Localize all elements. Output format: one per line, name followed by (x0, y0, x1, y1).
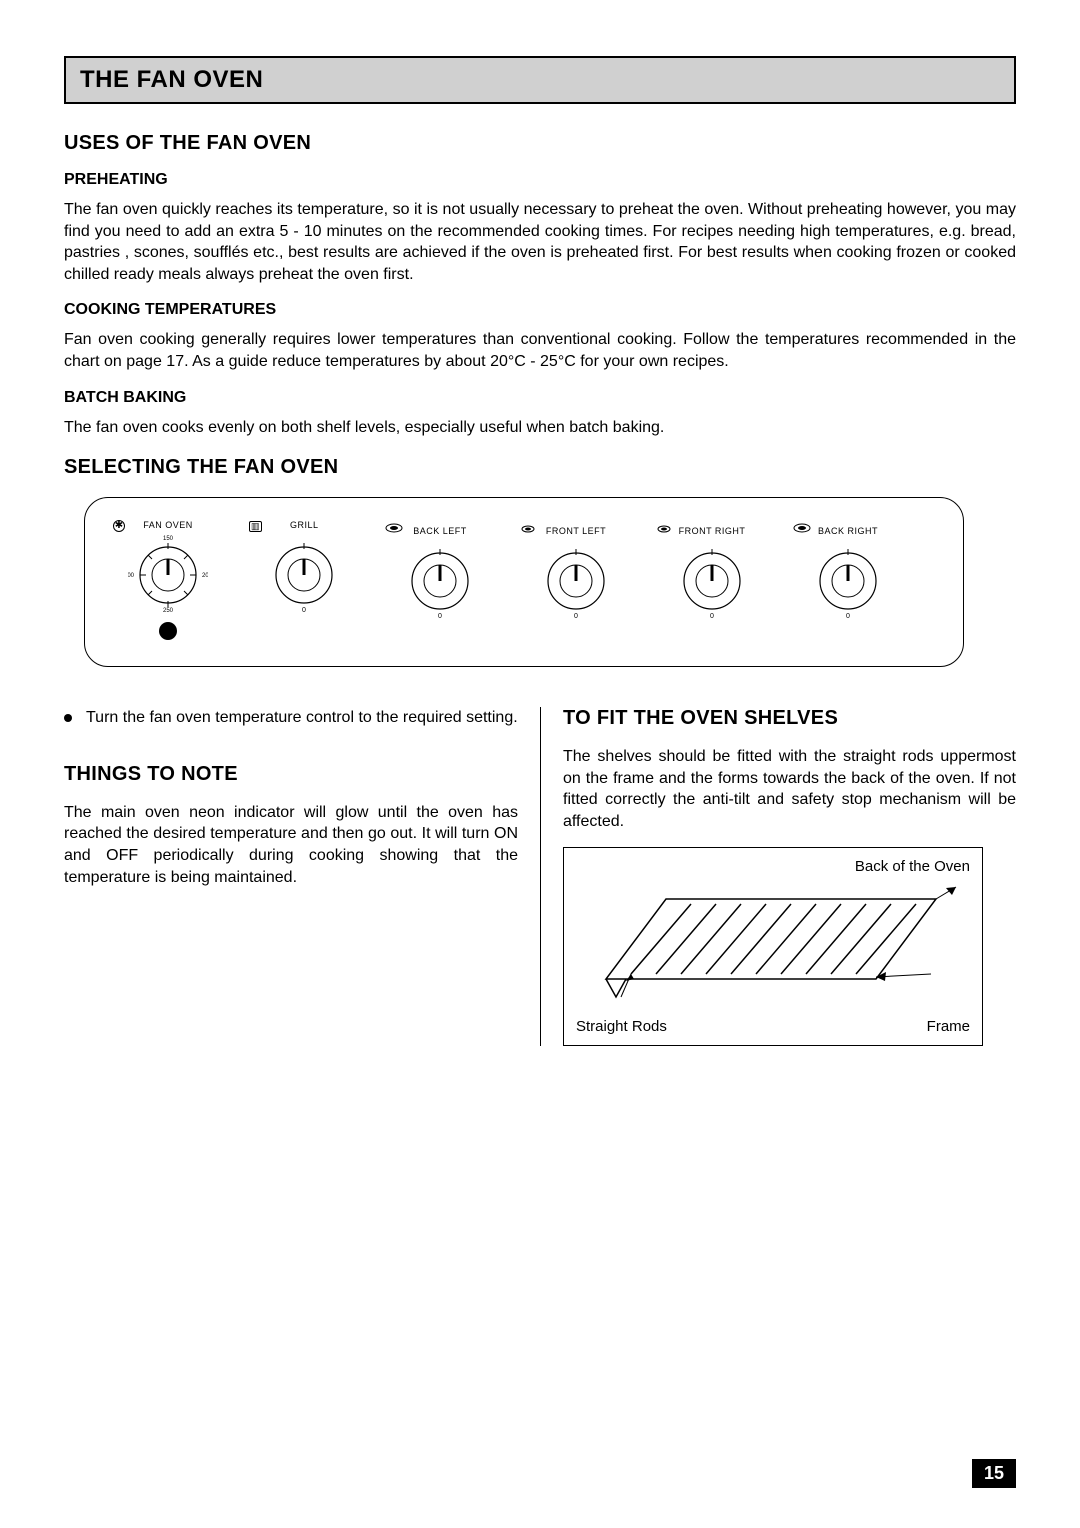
burner-large-icon (793, 520, 811, 538)
fit-text: The shelves should be fitted with the st… (563, 746, 1016, 832)
hob-dial-icon: 0 (808, 538, 888, 618)
bullet-dot-icon (64, 714, 72, 722)
straight-rods-label: Straight Rods (576, 1018, 667, 1035)
right-column: TO FIT THE OVEN SHELVES The shelves shou… (540, 707, 1016, 1045)
svg-text:0: 0 (710, 613, 714, 618)
svg-text:0: 0 (438, 613, 442, 618)
left-column: Turn the fan oven temperature control to… (64, 707, 540, 1045)
batch-heading: BATCH BAKING (64, 389, 1016, 407)
burner-small-icon (657, 520, 671, 538)
shelf-back-label: Back of the Oven (576, 858, 970, 875)
svg-text:0: 0 (302, 607, 306, 612)
grill-icon: ▥ (249, 521, 262, 532)
fan-oven-dial-icon: 150 200 250 100 (128, 532, 208, 612)
knob-back-right: BACK RIGHT 0 (793, 520, 903, 618)
control-panel-outline: ✱ FAN OVEN 150 (84, 497, 964, 667)
knob-grill: ▥ GRILL 0 (249, 520, 359, 612)
knob-label: FAN OVEN (143, 520, 193, 530)
svg-text:200: 200 (202, 573, 208, 579)
preheating-text: The fan oven quickly reaches its tempera… (64, 199, 1016, 285)
cooking-temps-heading: COOKING TEMPERATURES (64, 301, 1016, 319)
uses-heading: USES OF THE FAN OVEN (64, 132, 1016, 155)
things-text: The main oven neon indicator will glow u… (64, 802, 518, 888)
burner-large-icon (385, 520, 403, 538)
svg-text:0: 0 (574, 613, 578, 618)
svg-text:0: 0 (846, 613, 850, 618)
knob-back-left: BACK LEFT 0 (385, 520, 495, 618)
hob-dial-icon: 0 (536, 538, 616, 618)
knob-fan-oven: ✱ FAN OVEN 150 (113, 520, 223, 640)
knob-row: ✱ FAN OVEN 150 (113, 520, 935, 640)
knob-front-left: FRONT LEFT 0 (521, 520, 631, 618)
knob-label: BACK RIGHT (818, 526, 878, 536)
page-title: THE FAN OVEN (80, 66, 1000, 94)
knob-label: FRONT RIGHT (679, 526, 746, 536)
fit-heading: TO FIT THE OVEN SHELVES (563, 707, 1016, 730)
knob-label: GRILL (290, 520, 319, 530)
two-column-section: Turn the fan oven temperature control to… (64, 707, 1016, 1045)
bullet-item: Turn the fan oven temperature control to… (64, 707, 518, 729)
batch-text: The fan oven cooks evenly on both shelf … (64, 417, 1016, 439)
shelf-diagram: Back of the Oven (563, 847, 983, 1046)
things-heading: THINGS TO NOTE (64, 763, 518, 786)
svg-text:250: 250 (163, 608, 174, 612)
svg-text:150: 150 (163, 536, 174, 542)
frame-label: Frame (927, 1018, 970, 1035)
page-number: 15 (972, 1459, 1016, 1488)
knob-label: BACK LEFT (413, 526, 467, 536)
indicator-light-icon (159, 622, 177, 640)
knob-label: FRONT LEFT (546, 526, 606, 536)
fan-oven-icon: ✱ (113, 520, 125, 532)
selecting-heading: SELECTING THE FAN OVEN (64, 456, 1016, 479)
preheating-heading: PREHEATING (64, 171, 1016, 189)
bullet-text: Turn the fan oven temperature control to… (86, 707, 518, 729)
burner-small-icon (521, 520, 535, 538)
shelf-bottom-labels: Straight Rods Frame (576, 1018, 970, 1035)
svg-text:100: 100 (128, 573, 135, 579)
hob-dial-icon: 0 (672, 538, 752, 618)
knob-front-right: FRONT RIGHT 0 (657, 520, 767, 618)
cooking-temps-text: Fan oven cooking generally requires lowe… (64, 329, 1016, 372)
grill-dial-icon: 0 (264, 532, 344, 612)
hob-dial-icon: 0 (400, 538, 480, 618)
control-panel-diagram: ✱ FAN OVEN 150 (84, 497, 1016, 667)
title-bar: THE FAN OVEN (64, 56, 1016, 104)
oven-shelf-icon (576, 879, 972, 1009)
